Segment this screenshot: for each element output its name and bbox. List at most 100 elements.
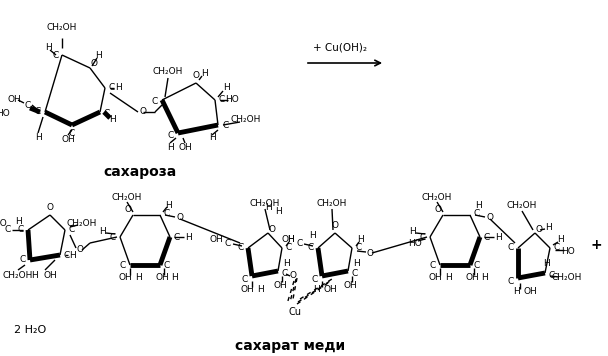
Text: C: C (356, 244, 362, 252)
Text: H: H (109, 115, 116, 125)
Text: H: H (314, 286, 320, 294)
Text: Cu: Cu (289, 307, 302, 317)
Text: OH: OH (273, 281, 287, 289)
Text: сахарат меди: сахарат меди (235, 339, 345, 353)
Text: C: C (549, 271, 555, 279)
Text: + Cu(OH)₂: + Cu(OH)₂ (313, 43, 367, 53)
Text: C: C (120, 261, 126, 269)
Text: H: H (95, 51, 102, 59)
Text: O: O (77, 246, 83, 255)
Text: H: H (275, 206, 282, 215)
Text: C: C (352, 268, 358, 277)
Text: C: C (64, 251, 70, 260)
Text: H: H (264, 203, 271, 211)
Text: CH₂OH: CH₂OH (231, 115, 261, 125)
Text: H: H (286, 236, 294, 245)
Text: CH₂OH: CH₂OH (250, 199, 280, 208)
Text: H: H (557, 236, 564, 245)
Text: C: C (20, 256, 26, 265)
Text: H: H (165, 200, 171, 209)
Text: C: C (308, 244, 314, 252)
Text: C: C (420, 232, 426, 241)
Text: C: C (35, 108, 41, 116)
Text: H: H (283, 258, 289, 267)
Text: C: C (69, 129, 75, 137)
Text: H: H (475, 200, 482, 209)
Text: H: H (44, 43, 51, 52)
Text: C: C (69, 225, 75, 235)
Text: C: C (25, 100, 31, 110)
Text: C: C (53, 51, 59, 59)
Text: C: C (225, 239, 231, 247)
Text: H: H (223, 84, 229, 93)
Text: H: H (171, 273, 178, 283)
Text: C: C (484, 232, 490, 241)
Text: C: C (474, 209, 480, 218)
Text: H: H (444, 273, 451, 283)
Text: H: H (495, 232, 502, 241)
Text: C: C (223, 120, 229, 130)
Text: C: C (110, 232, 116, 241)
Text: CH₂OH: CH₂OH (153, 68, 183, 77)
Text: C: C (430, 261, 436, 269)
Text: OH: OH (118, 273, 132, 283)
Text: C: C (104, 110, 110, 119)
Text: H: H (545, 224, 553, 232)
Text: OH: OH (523, 288, 537, 297)
Text: OH: OH (428, 273, 442, 283)
Text: O: O (367, 248, 373, 257)
Text: C: C (219, 95, 225, 105)
Text: O: O (435, 205, 441, 215)
Text: HO: HO (0, 109, 10, 117)
Text: H: H (167, 143, 173, 152)
Text: C: C (238, 244, 244, 252)
Text: H: H (32, 271, 38, 279)
Text: C: C (152, 98, 158, 106)
Text: C: C (508, 277, 514, 286)
Text: CH₂OH: CH₂OH (422, 193, 452, 201)
Text: O: O (125, 205, 131, 215)
Text: OH: OH (155, 273, 169, 283)
Text: CH₂OH: CH₂OH (112, 193, 142, 201)
Text: H: H (209, 134, 215, 142)
Text: C: C (18, 225, 24, 235)
Text: H: H (134, 273, 142, 283)
Text: O: O (331, 221, 339, 230)
Text: H: H (482, 273, 488, 283)
Text: OH: OH (43, 271, 57, 279)
Text: H: H (35, 134, 41, 142)
Text: HO: HO (0, 219, 7, 227)
Text: OH: OH (7, 94, 21, 104)
Text: C: C (282, 268, 288, 277)
Text: O: O (536, 225, 542, 234)
Text: O: O (193, 72, 199, 80)
Text: H: H (202, 68, 209, 78)
Text: O: O (176, 213, 184, 221)
Text: C: C (286, 244, 292, 252)
Text: O: O (269, 225, 275, 234)
Text: C: C (5, 225, 11, 235)
Text: CH₂OH: CH₂OH (552, 273, 582, 283)
Text: C: C (164, 261, 170, 269)
Text: OH: OH (240, 286, 254, 294)
Text: C: C (174, 232, 180, 241)
Text: C: C (474, 261, 480, 269)
Text: C: C (312, 274, 318, 283)
Text: CH₂OH: CH₂OH (47, 23, 77, 32)
Text: H: H (353, 258, 359, 267)
Text: C: C (554, 244, 560, 252)
Text: HO: HO (225, 95, 239, 105)
Text: CH₂OH: CH₂OH (507, 200, 537, 209)
Text: H: H (257, 286, 263, 294)
Text: CH₂OH: CH₂OH (67, 219, 97, 227)
Text: H: H (69, 251, 75, 260)
Text: O: O (486, 213, 494, 221)
Text: C: C (508, 244, 514, 252)
Text: H: H (185, 232, 192, 241)
Text: C: C (109, 84, 115, 93)
Text: H: H (115, 84, 122, 93)
Text: C: C (297, 239, 303, 247)
Text: C: C (168, 131, 174, 141)
Text: O: O (289, 272, 297, 281)
Text: HO: HO (561, 246, 575, 256)
